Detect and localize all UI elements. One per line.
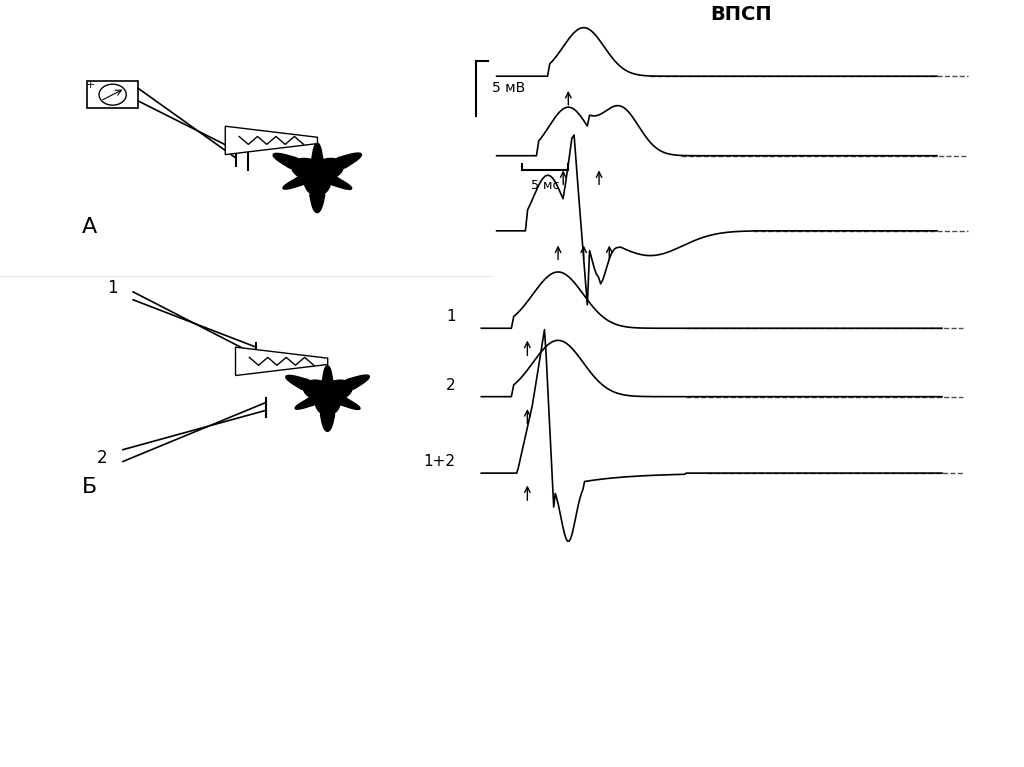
Text: Б – пространственная суммация: раздельные одиночные раздражения (1,2): Б – пространственная суммация: раздельны… xyxy=(154,678,914,697)
Text: А: А xyxy=(82,217,97,237)
Text: 1: 1 xyxy=(446,309,456,324)
Polygon shape xyxy=(236,347,328,376)
Text: 2: 2 xyxy=(97,449,108,466)
Text: Рис. Суммация возбуждений в нейроне: А – временная: один стимул (↑) и два: Рис. Суммация возбуждений в нейроне: А –… xyxy=(154,578,934,597)
Bar xyxy=(87,81,138,108)
Text: стимула (↑↑) вызывают подпороговый ВПСП, три последовательных стимула: стимула (↑↑) вызывают подпороговый ВПСП,… xyxy=(154,611,932,630)
Text: +: + xyxy=(85,81,95,91)
Polygon shape xyxy=(273,143,361,212)
Polygon shape xyxy=(286,366,370,431)
Text: 5 мВ: 5 мВ xyxy=(492,81,524,95)
Text: вызывают подпороговые ВПСП,  одновременные два раздражения (1+2): вызывают подпороговые ВПСП, одновременны… xyxy=(154,711,882,730)
Text: 1+2: 1+2 xyxy=(424,454,456,469)
Text: Б: Б xyxy=(82,477,97,497)
Text: ВПСП: ВПСП xyxy=(711,5,772,24)
Text: вызывают потенциал действия (ПД).: вызывают потенциал действия (ПД). xyxy=(154,745,520,763)
Text: 2: 2 xyxy=(446,377,456,393)
Polygon shape xyxy=(225,127,317,155)
Text: 1: 1 xyxy=(108,279,118,297)
Text: 5 мс: 5 мс xyxy=(530,179,559,193)
Text: (↑↑↑) обеспечивают возникновение потенциала действия (ПД).: (↑↑↑) обеспечивают возникновение потенци… xyxy=(154,644,798,663)
